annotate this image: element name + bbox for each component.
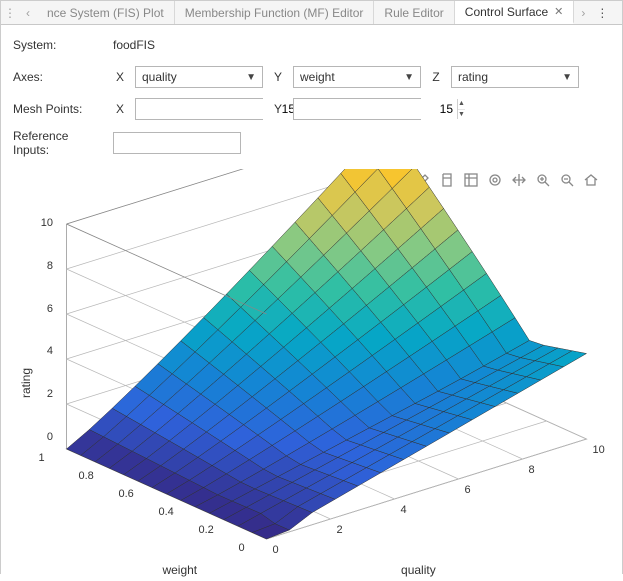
svg-text:6: 6: [465, 484, 471, 496]
tab-scroll-right-chevron[interactable]: ›: [574, 1, 592, 24]
tab-fis-plot[interactable]: nce System (FIS) Plot: [37, 1, 175, 24]
mesh-y-input[interactable]: ▲ ▼: [293, 98, 421, 120]
tab-control-surface[interactable]: Control Surface ✕: [455, 1, 575, 24]
tab-label: Control Surface: [465, 5, 548, 19]
axis-y-value: weight: [300, 70, 335, 84]
svg-text:1: 1: [39, 452, 45, 464]
axis-z-select[interactable]: rating ▼: [451, 66, 579, 88]
axis-z-value: rating: [458, 70, 488, 84]
axis-z-label: Z: [429, 70, 443, 84]
svg-text:4: 4: [401, 504, 407, 516]
mesh-y-field[interactable]: [294, 99, 457, 119]
svg-text:10: 10: [593, 444, 605, 456]
tab-label: nce System (FIS) Plot: [47, 6, 164, 20]
tab-label: Rule Editor: [384, 6, 443, 20]
svg-text:0: 0: [273, 544, 279, 556]
chevron-down-icon: ▼: [562, 72, 572, 83]
surface-svg: 0 2 4 6 8 10 0 0.2 0.4 0.6 0.8 1: [1, 169, 622, 581]
axes-label: Axes:: [13, 70, 105, 84]
chevron-down-icon: ▼: [246, 72, 256, 83]
x-axis-label: quality: [401, 563, 436, 577]
y-axis-label: weight: [162, 563, 197, 577]
control-panel: System: foodFIS Axes: X quality ▼ Y weig…: [1, 25, 622, 169]
tab-label: Membership Function (MF) Editor: [185, 6, 364, 20]
axis-y-label: Y: [271, 70, 285, 84]
surface-plot: 0 2 4 6 8 10 0 0.2 0.4 0.6 0.8 1 rating quality wei…: [1, 169, 622, 581]
z-axis-label: rating: [19, 368, 33, 398]
mesh-label: Mesh Points:: [13, 102, 105, 116]
svg-text:0.4: 0.4: [159, 506, 174, 518]
z-ticks: 1086420: [33, 217, 53, 443]
svg-text:0.2: 0.2: [199, 524, 214, 536]
axis-y-select[interactable]: weight ▼: [293, 66, 421, 88]
tab-strip: ⋮ ‹ nce System (FIS) Plot Membership Fun…: [1, 1, 622, 25]
close-icon[interactable]: ✕: [554, 5, 563, 18]
svg-text:0.8: 0.8: [79, 470, 94, 482]
tab-mf-editor[interactable]: Membership Function (MF) Editor: [175, 1, 375, 24]
ref-label: Reference Inputs:: [13, 129, 105, 157]
spinner-up-icon[interactable]: ▲: [458, 99, 465, 110]
axis-x-label: X: [113, 70, 127, 84]
tab-scroll-left[interactable]: ⋮: [1, 1, 19, 24]
system-label: System:: [13, 38, 105, 52]
tab-overflow-menu[interactable]: ⋮: [592, 1, 612, 24]
chevron-down-icon: ▼: [404, 72, 414, 83]
spinner-down-icon[interactable]: ▼: [458, 110, 465, 120]
mesh-x-label: X: [113, 102, 127, 116]
ref-input[interactable]: [113, 132, 241, 154]
system-value: foodFIS: [113, 38, 155, 52]
mesh-y-label: Y: [271, 102, 285, 116]
svg-text:2: 2: [337, 524, 343, 536]
svg-text:0: 0: [239, 542, 245, 554]
tab-scroll-left-chevron[interactable]: ‹: [19, 1, 37, 24]
svg-text:0.6: 0.6: [119, 488, 134, 500]
mesh-x-input[interactable]: ▲ ▼: [135, 98, 263, 120]
svg-text:8: 8: [529, 464, 535, 476]
tab-rule-editor[interactable]: Rule Editor: [374, 1, 454, 24]
axis-x-value: quality: [142, 70, 177, 84]
axis-x-select[interactable]: quality ▼: [135, 66, 263, 88]
